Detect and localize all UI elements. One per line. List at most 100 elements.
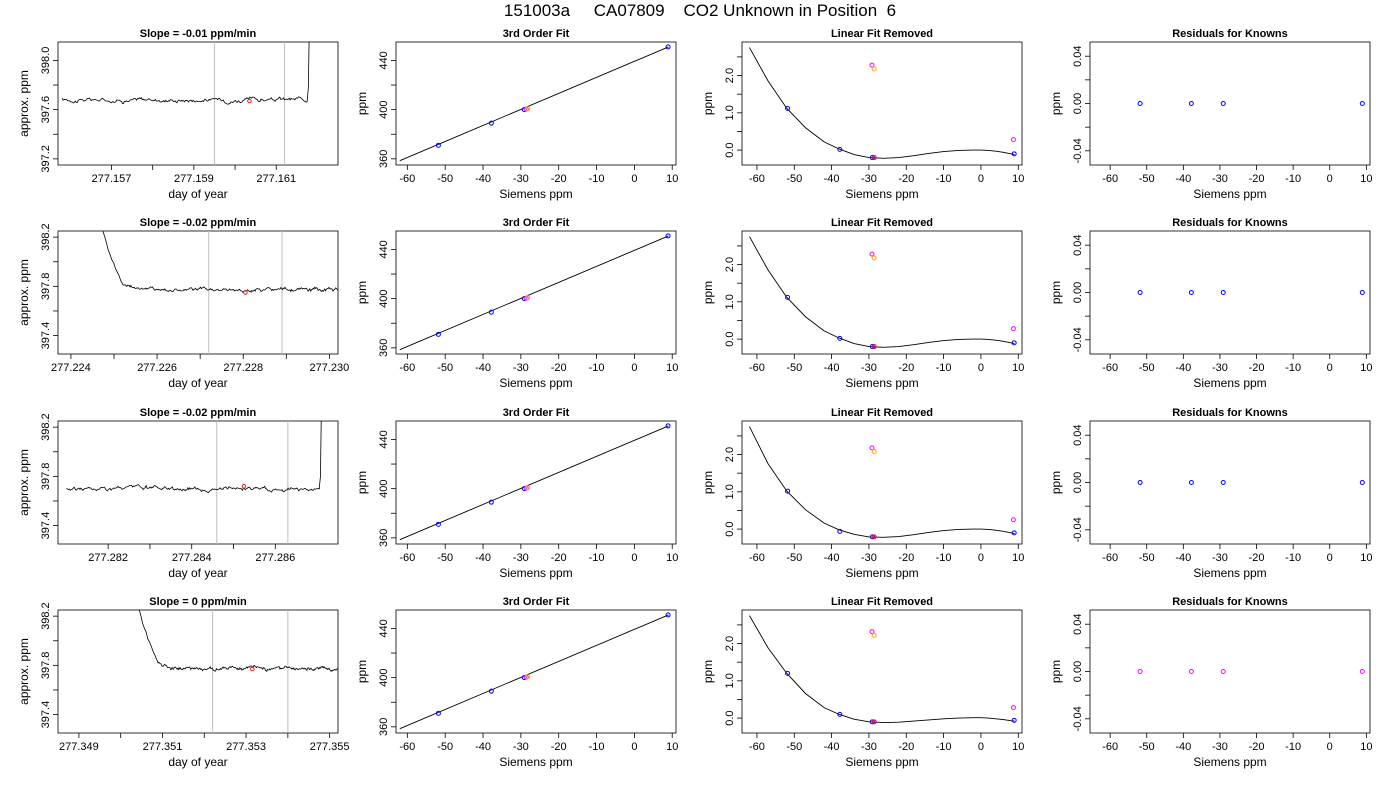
plot-area — [749, 236, 1017, 350]
plot-frame — [1089, 230, 1371, 355]
y-tick-label: 2.0 — [724, 257, 736, 272]
x-axis-label: Siemens ppm — [499, 187, 572, 201]
x-tick-label: -50 — [437, 552, 453, 564]
y-tick-label: 397.4 — [40, 701, 52, 729]
panel-fit-row-1: 3rd Order Fit -60 -50 -40 -30 -20 -10 0 10 360 400… — [355, 217, 678, 390]
panel-title: Residuals for Knowns — [1172, 217, 1288, 229]
x-tick-label: -50 — [1139, 552, 1155, 564]
y-axis-label: ppm — [355, 281, 369, 304]
data-point-reference — [525, 674, 531, 680]
data-point-known — [665, 423, 671, 429]
x-tick-label: -50 — [437, 362, 453, 374]
y-tick-label: -0.04 — [1072, 327, 1084, 352]
x-axis-label: day of year — [168, 566, 227, 580]
x-tick-label: 10 — [1360, 741, 1372, 753]
y-tick-label: 398.2 — [40, 602, 52, 630]
x-tick-label: -40 — [475, 173, 491, 185]
panel-fit-row-0: 3rd Order Fit -60 -50 -40 -30 -20 -10 0 10 360 400… — [355, 28, 678, 201]
plot-area — [61, 42, 310, 165]
series-line — [66, 421, 322, 494]
panel-title: Slope = -0.02 ppm/min — [140, 217, 257, 229]
x-tick-label: -40 — [1175, 362, 1191, 374]
y-axis-label: ppm — [701, 660, 715, 683]
y-tick-label: 2.0 — [724, 68, 736, 83]
x-tick-label: 277.161 — [256, 173, 296, 185]
x-tick-label: -10 — [1285, 362, 1301, 374]
fit-line — [399, 425, 669, 541]
y-tick-label: 0.04 — [1072, 234, 1084, 255]
y-tick-label: 0.0 — [724, 521, 736, 536]
data-point-known — [1137, 101, 1143, 106]
x-tick-label: 277.351 — [143, 741, 183, 753]
x-tick-label: -60 — [1102, 552, 1118, 564]
y-axis-label: ppm — [701, 471, 715, 494]
x-axis-label: day of year — [168, 187, 227, 201]
data-point-unknown — [1010, 137, 1016, 143]
data-point-unknown — [1359, 669, 1365, 674]
data-point-known — [785, 105, 791, 111]
data-point-known — [1220, 101, 1226, 106]
fit-curve — [749, 236, 1015, 348]
data-point-unknown — [1220, 669, 1226, 674]
plot-frame — [1089, 420, 1371, 545]
y-tick-label: 440 — [378, 619, 390, 637]
panel-title: 3rd Order Fit — [503, 596, 570, 608]
plot-frame — [57, 41, 339, 166]
x-axis-label: Siemens ppm — [499, 376, 572, 390]
y-tick-label: 397.8 — [40, 652, 52, 680]
x-tick-label: 0 — [1327, 552, 1333, 564]
x-tick-label: -50 — [1139, 362, 1155, 374]
plot-frame — [395, 420, 677, 545]
data-point-marker — [871, 534, 877, 540]
plot-area — [399, 233, 671, 351]
x-tick-label: -50 — [786, 362, 802, 374]
y-tick-label: 0.04 — [1072, 613, 1084, 634]
x-tick-label: -20 — [1249, 173, 1265, 185]
y-tick-label: 397.6 — [40, 96, 52, 124]
x-tick-label: -40 — [1175, 741, 1191, 753]
data-point-known — [435, 521, 441, 527]
data-point-known — [869, 534, 875, 540]
plot-area — [749, 47, 1017, 161]
x-axis-label: Siemens ppm — [499, 755, 572, 769]
plot-frame — [57, 609, 339, 734]
data-point-known — [665, 612, 671, 618]
x-tick-label: -40 — [475, 552, 491, 564]
data-point-known — [837, 711, 843, 717]
data-point-reference — [871, 449, 877, 455]
panel-title: Slope = -0.02 ppm/min — [140, 407, 257, 419]
x-tick-label: -40 — [824, 362, 840, 374]
x-tick-label: -30 — [513, 362, 529, 374]
fit-line — [399, 235, 669, 351]
x-tick-label: 10 — [666, 552, 678, 564]
y-tick-label: 0.0 — [724, 331, 736, 346]
data-point-reference — [525, 106, 531, 112]
data-point-known — [435, 710, 441, 716]
data-point-known — [488, 309, 494, 315]
x-tick-label: -40 — [1175, 173, 1191, 185]
y-axis-label: ppm — [1049, 471, 1063, 494]
plot-area — [399, 44, 671, 162]
y-tick-label: 360 — [378, 718, 390, 736]
x-tick-label: -30 — [861, 362, 877, 374]
y-tick-label: 1.0 — [724, 673, 736, 688]
x-tick-label: 277.353 — [226, 741, 266, 753]
x-tick-label: -50 — [437, 741, 453, 753]
data-point-marker — [871, 155, 877, 161]
data-point-marker — [871, 344, 877, 350]
data-point-known — [665, 233, 671, 239]
y-tick-label: 360 — [378, 339, 390, 357]
panel-timeseries-row-3: Slope = 0 ppm/min 277.349 277.351 277.353 27… — [17, 596, 350, 769]
data-point-unknown — [1188, 669, 1194, 674]
x-tick-label: 10 — [1012, 173, 1024, 185]
y-tick-label: 397.8 — [40, 273, 52, 301]
plot-frame — [57, 230, 339, 355]
panel-linear_removed-row-3: Linear Fit Removed -60 -50 -40 -30 -20 -10 0 10 0… — [701, 596, 1024, 769]
y-tick-label: -0.04 — [1072, 138, 1084, 163]
x-tick-label: -60 — [1102, 741, 1118, 753]
x-tick-label: -10 — [589, 741, 605, 753]
data-point-known — [1359, 101, 1365, 106]
x-tick-label: -60 — [399, 362, 415, 374]
panel-linear_removed-row-2: Linear Fit Removed -60 -50 -40 -30 -20 -10 0 10 0… — [701, 407, 1024, 580]
plot-area — [139, 610, 338, 733]
